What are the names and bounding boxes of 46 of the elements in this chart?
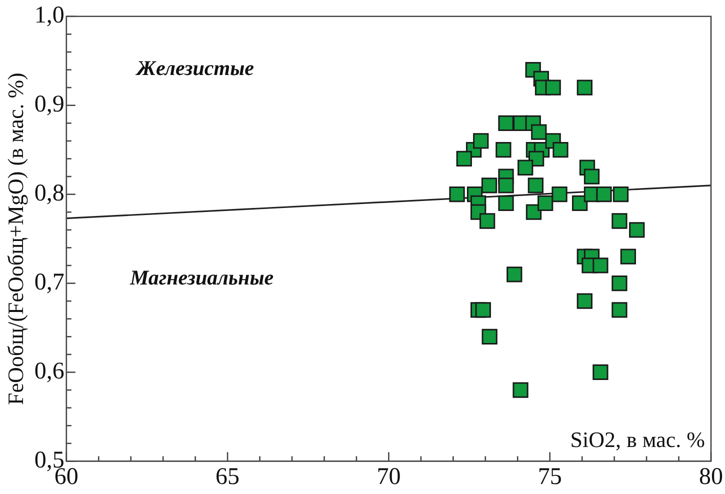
point — [496, 142, 512, 158]
point — [498, 178, 514, 194]
y-tick-label: 1,0 — [34, 2, 64, 29]
y-tick-label: 0,9 — [34, 92, 64, 118]
point — [596, 186, 612, 202]
point — [506, 266, 522, 282]
annotation: Магнезиальные — [128, 265, 274, 290]
point — [620, 248, 636, 264]
point — [576, 293, 592, 309]
point — [518, 160, 534, 176]
x-axis-title: SiO2, в мас. % — [570, 427, 705, 452]
point — [528, 178, 544, 194]
point — [449, 186, 465, 202]
point — [538, 195, 554, 212]
point — [480, 213, 496, 229]
annotation: Железистые — [134, 56, 254, 80]
x-tick-label: 75 — [538, 464, 562, 490]
point — [576, 80, 592, 96]
y-tick-label: 0,8 — [34, 180, 64, 207]
point — [456, 150, 472, 167]
point — [481, 178, 498, 194]
point — [584, 168, 600, 184]
point — [512, 382, 528, 398]
point — [531, 124, 547, 140]
point — [612, 275, 628, 292]
point — [545, 80, 561, 96]
y-tick-label: 0,7 — [34, 270, 64, 296]
point — [552, 186, 568, 202]
point — [612, 186, 629, 202]
x-tick-label: 65 — [216, 464, 240, 490]
point — [572, 195, 588, 212]
y-axis-title: FeOобщ/(FeOобщ+MgO) (в мас. %) — [2, 72, 28, 405]
point — [552, 142, 568, 158]
point — [592, 364, 608, 380]
point — [498, 115, 514, 131]
point — [482, 328, 498, 344]
point — [629, 222, 645, 238]
x-tick-label: 70 — [376, 464, 401, 490]
y-tick-label: 0,6 — [34, 358, 64, 385]
point — [592, 258, 608, 274]
point — [612, 213, 628, 229]
point — [473, 133, 489, 149]
point — [498, 195, 514, 212]
point — [612, 302, 628, 318]
x-tick-label: 80 — [699, 464, 723, 490]
point — [475, 302, 491, 318]
